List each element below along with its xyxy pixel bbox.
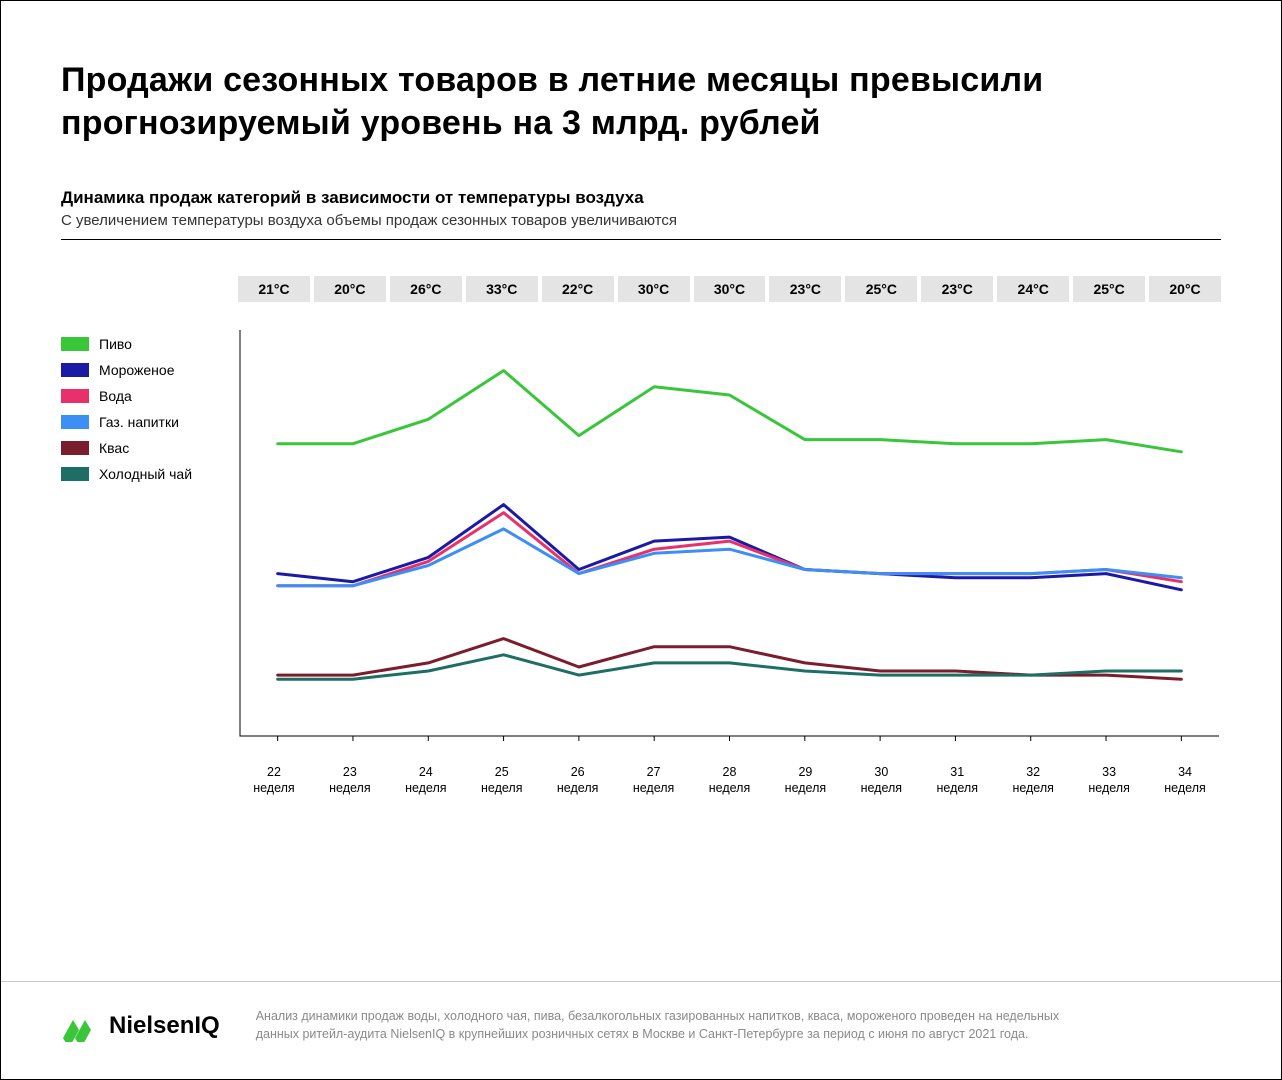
footer: NielsenIQ Анализ динамики продаж воды, х… [1, 981, 1281, 1079]
legend-label: Мороженое [99, 362, 174, 378]
x-axis-tick-label: 22неделя [236, 765, 312, 796]
legend-label: Квас [99, 440, 129, 456]
temperature-chip: 23°C [921, 276, 993, 302]
legend-item: Газ. напитки [61, 414, 236, 430]
x-axis-tick-label: 23неделя [312, 765, 388, 796]
legend: Пиво Мороженое Вода Газ. напитки Квас Холодны… [61, 276, 236, 492]
x-axis-tick-label: 32неделя [995, 765, 1071, 796]
legend-swatch [61, 337, 89, 351]
plot-area: 21°C20°C26°C33°C22°C30°C30°C23°C25°C23°C… [236, 276, 1223, 796]
x-axis-tick-label: 31неделя [919, 765, 995, 796]
x-axis-tick-label: 29неделя [767, 765, 843, 796]
brand-logo-icon [61, 1010, 101, 1042]
divider [61, 239, 1221, 240]
temperature-chip: 20°C [1149, 276, 1221, 302]
temperature-row: 21°C20°C26°C33°C22°C30°C30°C23°C25°C23°C… [236, 276, 1223, 302]
legend-label: Газ. напитки [99, 414, 179, 430]
content-area: Продажи сезонных товаров в летние месяцы… [61, 59, 1221, 796]
temperature-chip: 26°C [390, 276, 462, 302]
series-line [278, 371, 1182, 452]
line-chart [236, 324, 1223, 754]
brand: NielsenIQ [61, 1010, 220, 1042]
x-axis-tick-label: 24неделя [388, 765, 464, 796]
temperature-chip: 21°C [238, 276, 310, 302]
legend-label: Пиво [99, 336, 132, 352]
temperature-chip: 20°C [314, 276, 386, 302]
legend-swatch [61, 441, 89, 455]
x-axis-labels: 22неделя23неделя24неделя25неделя26неделя… [236, 765, 1223, 796]
temperature-chip: 25°C [1073, 276, 1145, 302]
x-axis-tick-label: 30неделя [843, 765, 919, 796]
legend-swatch [61, 415, 89, 429]
chart-subhead: Динамика продаж категорий в зависимости … [61, 188, 1221, 208]
chart-subdesc: С увеличением температуры воздуха объемы… [61, 212, 1221, 229]
legend-item: Мороженое [61, 362, 236, 378]
temperature-chip: 30°C [618, 276, 690, 302]
legend-item: Квас [61, 440, 236, 456]
legend-item: Пиво [61, 336, 236, 352]
temperature-chip: 30°C [694, 276, 766, 302]
x-axis-tick-label: 26неделя [540, 765, 616, 796]
x-axis-tick-label: 34неделя [1147, 765, 1223, 796]
legend-swatch [61, 389, 89, 403]
series-line [278, 505, 1182, 590]
legend-swatch [61, 467, 89, 481]
legend-item: Вода [61, 388, 236, 404]
brand-name: NielsenIQ [109, 1012, 220, 1040]
temperature-chip: 24°C [997, 276, 1069, 302]
x-axis-tick-label: 28неделя [692, 765, 768, 796]
x-axis-tick-label: 33неделя [1071, 765, 1147, 796]
x-axis-tick-label: 27неделя [616, 765, 692, 796]
temperature-chip: 22°C [542, 276, 614, 302]
temperature-chip: 25°C [845, 276, 917, 302]
temperature-chip: 23°C [769, 276, 841, 302]
legend-label: Холодный чай [99, 466, 192, 482]
headline: Продажи сезонных товаров в летние месяцы… [61, 59, 1221, 144]
chart-wrap: Пиво Мороженое Вода Газ. напитки Квас Холодны… [61, 276, 1221, 796]
footnote: Анализ динамики продаж воды, холодного ч… [256, 1008, 1076, 1043]
legend-swatch [61, 363, 89, 377]
report-frame: Продажи сезонных товаров в летние месяцы… [0, 0, 1282, 1080]
temperature-chip: 33°C [466, 276, 538, 302]
legend-label: Вода [99, 388, 132, 404]
series-line [278, 655, 1182, 679]
legend-item: Холодный чай [61, 466, 236, 482]
x-axis-tick-label: 25неделя [464, 765, 540, 796]
